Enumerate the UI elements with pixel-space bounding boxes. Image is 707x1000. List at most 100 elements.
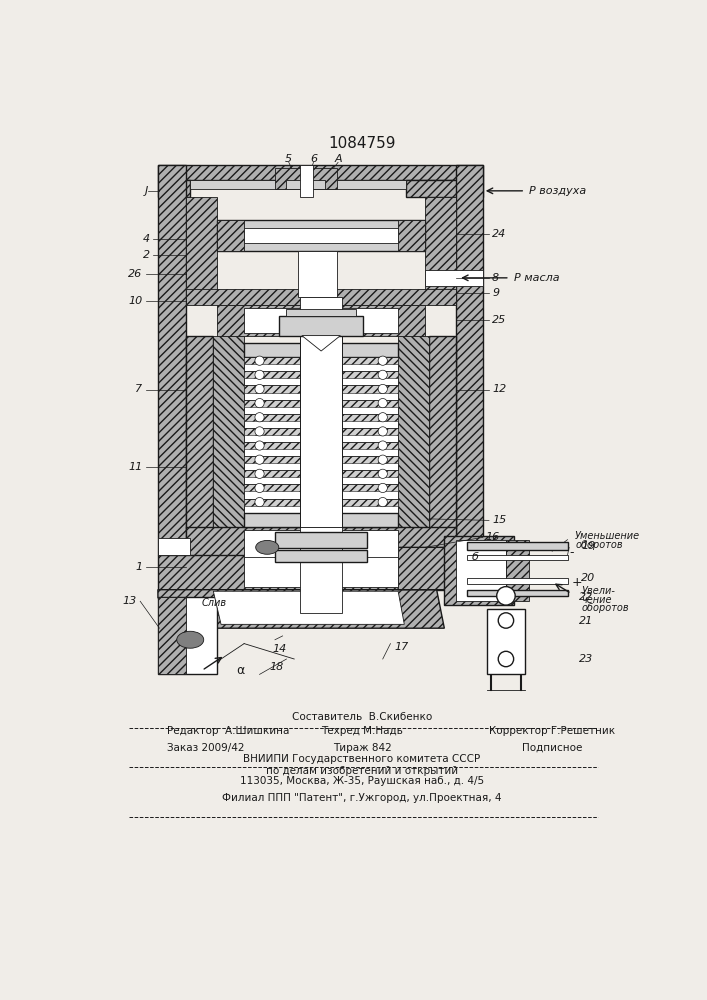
Polygon shape xyxy=(300,336,342,527)
Text: Филиал ППП "Патент", г.Ужгород, ул.Проектная, 4: Филиал ППП "Патент", г.Ужгород, ул.Проек… xyxy=(222,793,502,803)
Text: 113035, Москва, Ж-35, Раушская наб., д. 4/5: 113035, Москва, Ж-35, Раушская наб., д. … xyxy=(240,776,484,786)
Polygon shape xyxy=(244,385,398,393)
Polygon shape xyxy=(244,499,398,506)
Polygon shape xyxy=(214,336,244,528)
Polygon shape xyxy=(244,357,398,513)
Polygon shape xyxy=(244,557,398,587)
Polygon shape xyxy=(158,165,187,555)
Polygon shape xyxy=(244,470,398,477)
Polygon shape xyxy=(275,550,368,562)
Circle shape xyxy=(378,370,387,379)
Circle shape xyxy=(255,455,264,464)
Text: Составитель  В.Скибенко: Составитель В.Скибенко xyxy=(292,712,432,722)
Text: 2: 2 xyxy=(143,250,150,260)
Circle shape xyxy=(378,483,387,493)
Polygon shape xyxy=(187,197,217,297)
Text: α: α xyxy=(236,664,245,677)
Polygon shape xyxy=(398,547,475,590)
Text: 6: 6 xyxy=(310,153,317,163)
Circle shape xyxy=(255,497,264,507)
Polygon shape xyxy=(467,555,568,560)
Polygon shape xyxy=(486,609,525,674)
Polygon shape xyxy=(244,371,398,378)
Circle shape xyxy=(255,398,264,408)
Text: оборотов: оборотов xyxy=(575,540,623,550)
Text: ВНИИПИ Государственного комитета СССР: ВНИИПИ Государственного комитета СССР xyxy=(243,754,481,764)
Polygon shape xyxy=(279,316,363,336)
Circle shape xyxy=(378,469,387,478)
Polygon shape xyxy=(158,165,483,180)
Text: 22: 22 xyxy=(579,592,593,602)
Polygon shape xyxy=(158,538,190,555)
Polygon shape xyxy=(158,590,444,628)
Circle shape xyxy=(255,469,264,478)
Circle shape xyxy=(497,587,515,605)
Text: 5: 5 xyxy=(285,153,293,163)
Polygon shape xyxy=(217,220,425,251)
Polygon shape xyxy=(214,591,404,624)
Polygon shape xyxy=(158,555,456,590)
Text: 4: 4 xyxy=(143,234,150,244)
Circle shape xyxy=(378,441,387,450)
Text: 11: 11 xyxy=(128,462,143,472)
Text: 20: 20 xyxy=(581,573,596,583)
Polygon shape xyxy=(300,165,313,197)
Text: 12: 12 xyxy=(492,384,506,394)
Text: P воздуха: P воздуха xyxy=(529,186,586,196)
Polygon shape xyxy=(244,484,398,491)
Text: Слив: Слив xyxy=(201,598,227,608)
Circle shape xyxy=(255,384,264,394)
Polygon shape xyxy=(425,270,483,286)
Polygon shape xyxy=(244,456,398,463)
Text: 21: 21 xyxy=(579,615,593,626)
Polygon shape xyxy=(456,165,483,555)
Polygon shape xyxy=(244,228,398,243)
Polygon shape xyxy=(467,578,568,584)
Text: 18: 18 xyxy=(270,662,284,672)
Text: 9: 9 xyxy=(492,288,499,298)
Text: 8: 8 xyxy=(492,273,499,283)
Text: A: A xyxy=(334,153,342,163)
Circle shape xyxy=(378,356,387,365)
Text: 23: 23 xyxy=(579,654,593,664)
Text: 14: 14 xyxy=(272,644,286,654)
Circle shape xyxy=(255,413,264,422)
Text: оборотов: оборотов xyxy=(581,603,629,613)
Polygon shape xyxy=(187,336,214,528)
Circle shape xyxy=(255,427,264,436)
Text: Тираж 842: Тираж 842 xyxy=(332,743,392,753)
Text: +: + xyxy=(571,576,582,588)
Text: Увели-: Увели- xyxy=(581,586,615,596)
Polygon shape xyxy=(158,597,217,674)
Polygon shape xyxy=(298,251,337,297)
Text: 10: 10 xyxy=(128,296,143,306)
Circle shape xyxy=(378,413,387,422)
Circle shape xyxy=(498,613,514,628)
Ellipse shape xyxy=(256,540,279,554)
Polygon shape xyxy=(467,590,568,596)
Polygon shape xyxy=(429,336,456,528)
Text: Уменьшение: Уменьшение xyxy=(575,531,641,541)
Polygon shape xyxy=(244,357,398,364)
Polygon shape xyxy=(300,527,342,613)
Polygon shape xyxy=(187,527,456,567)
Circle shape xyxy=(378,455,387,464)
Text: 1: 1 xyxy=(135,562,143,572)
Polygon shape xyxy=(300,297,342,317)
Text: Заказ 2009/42: Заказ 2009/42 xyxy=(167,743,245,753)
Polygon shape xyxy=(244,343,398,357)
Polygon shape xyxy=(406,180,483,197)
Circle shape xyxy=(255,483,264,493)
Text: 17: 17 xyxy=(395,642,409,652)
Circle shape xyxy=(378,384,387,394)
Text: Техред М.Надь: Техред М.Надь xyxy=(321,726,403,736)
Polygon shape xyxy=(398,336,429,528)
Circle shape xyxy=(255,356,264,365)
Polygon shape xyxy=(244,428,398,435)
Text: 16: 16 xyxy=(486,532,500,542)
Circle shape xyxy=(378,497,387,507)
Polygon shape xyxy=(217,220,244,251)
Polygon shape xyxy=(302,336,340,351)
Polygon shape xyxy=(506,540,529,601)
Polygon shape xyxy=(244,400,398,407)
